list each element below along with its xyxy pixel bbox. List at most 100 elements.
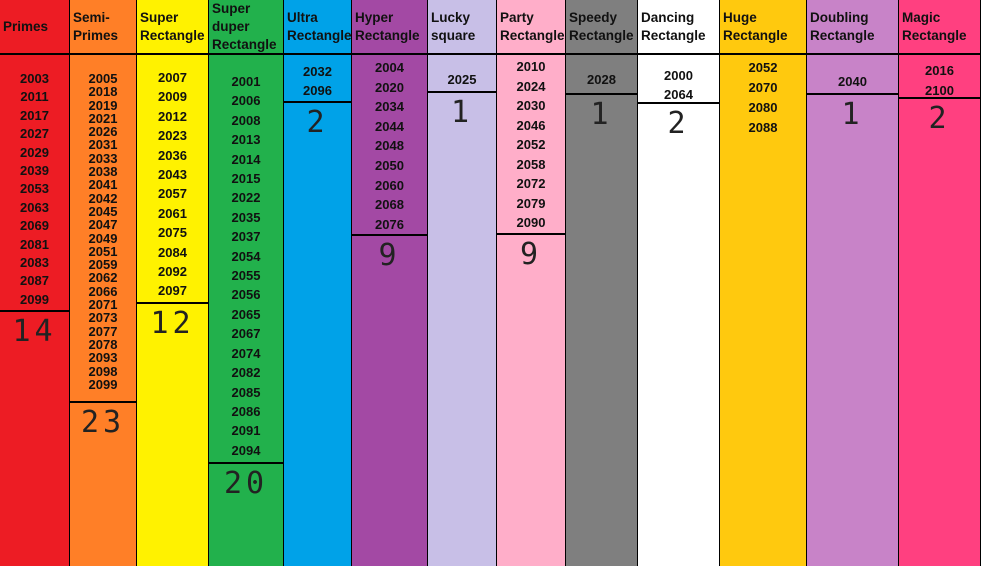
year-item: 2019: [88, 97, 118, 113]
year-item: 2028: [587, 72, 616, 87]
year-item: 2092: [158, 264, 187, 280]
divider: [352, 234, 427, 236]
year-item: 2022: [231, 190, 261, 206]
year-item: 2097: [158, 283, 187, 299]
year-list: 2010 2024 2030 2046 2052 2058 2072 2079 2090: [497, 57, 565, 233]
year-item: 2038: [88, 164, 118, 180]
divider: [0, 310, 69, 312]
year-item: 2061: [158, 205, 187, 221]
divider: [428, 91, 496, 93]
year-item: 2072: [516, 176, 546, 191]
column-hyper-rectangle: Hyper Rectangle 2004 2020 2034 2044 2048 2050 2…: [352, 0, 428, 566]
year-item: 2073: [88, 310, 118, 326]
year-item: 2016: [925, 63, 954, 78]
column-doubling-rectangle: Doubling Rectangle 2040 1: [807, 0, 899, 566]
year-item: 2071: [88, 297, 118, 313]
year-count: 9: [378, 238, 401, 273]
year-item: 2049: [88, 230, 118, 246]
year-item: 2096: [303, 83, 332, 98]
year-item: 2064: [664, 87, 693, 102]
year-item: 2079: [516, 195, 546, 211]
year-item: 2045: [88, 203, 118, 219]
column-speedy-rectangle: Speedy Rectangle 2028 1: [566, 0, 638, 566]
year-item: 2078: [88, 336, 118, 352]
column-lucky-square: Lucky square 2025 1: [428, 0, 497, 566]
year-item: 2077: [88, 323, 118, 339]
year-item: 2005: [88, 71, 118, 86]
year-item: 2080: [748, 100, 778, 115]
year-item: 2065: [231, 306, 261, 322]
divider: [209, 462, 283, 464]
year-item: 2020: [375, 79, 404, 95]
year-item: 2034: [375, 99, 404, 115]
year-item: 2006: [231, 93, 261, 109]
year-item: 2100: [925, 82, 954, 98]
year-item: 2069: [20, 218, 49, 234]
year-count: 1: [841, 97, 864, 132]
year-list: 2040: [807, 72, 898, 91]
column-header: Primes: [0, 0, 69, 55]
year-item: 2076: [375, 216, 404, 232]
year-count: 23: [80, 405, 126, 440]
year-item: 2081: [20, 236, 49, 252]
year-item: 2059: [88, 257, 118, 273]
year-item: 2093: [88, 350, 118, 366]
divider: [899, 97, 980, 99]
year-item: 2090: [516, 215, 546, 230]
year-item: 2027: [20, 126, 49, 142]
year-item: 2066: [88, 283, 118, 299]
year-item: 2062: [88, 270, 118, 286]
year-item: 2030: [516, 98, 546, 113]
year-list: 2001 2006 2008 2013 2014 2015 2022 2035 2037 2054…: [209, 72, 283, 460]
year-item: 2051: [88, 243, 118, 259]
year-list: 2052 2070 2080 2088: [720, 58, 806, 138]
divider: [566, 93, 637, 95]
year-item: 2012: [158, 108, 187, 124]
column-header: Super Rectangle: [137, 0, 208, 55]
year-list: 2025: [428, 70, 496, 89]
year-item: 2063: [20, 199, 49, 215]
year-list: 2028: [566, 70, 637, 89]
divider: [497, 233, 565, 235]
year-item: 2046: [516, 117, 546, 133]
column-header: Dancing Rectangle: [638, 0, 719, 55]
year-item: 2008: [231, 112, 261, 128]
year-item: 2039: [20, 163, 49, 179]
year-item: 2010: [516, 59, 546, 74]
column-header: Semi-Primes: [70, 0, 136, 55]
column-magic-rectangle: Magic Rectangle 2016 2100 2: [899, 0, 981, 566]
year-item: 2001: [231, 74, 261, 89]
year-item: 2057: [158, 186, 187, 202]
column-header: Huge Rectangle: [720, 0, 806, 55]
year-item: 2017: [20, 107, 49, 123]
year-item: 2000: [664, 68, 693, 83]
year-item: 2053: [20, 181, 49, 197]
year-item: 2011: [20, 89, 49, 105]
year-count: 20: [223, 466, 269, 501]
year-item: 2054: [231, 248, 261, 264]
year-item: 2033: [88, 150, 118, 166]
divider: [284, 101, 351, 103]
column-semi-primes: Semi-Primes 2005 2018 2019 2021 2026 2031 2033 2…: [70, 0, 137, 566]
year-item: 2018: [88, 84, 118, 100]
year-list: 2007 2009 2012 2023 2036 2043 2057 2061 2075 2084…: [137, 68, 208, 301]
year-item: 2085: [231, 384, 261, 400]
column-header: Ultra Rectangle: [284, 0, 352, 55]
year-count: 14: [12, 314, 57, 349]
year-item: 2099: [88, 376, 118, 392]
year-item: 2086: [231, 403, 261, 419]
year-item: 2023: [158, 128, 187, 144]
year-list: 2005 2018 2019 2021 2026 2031 2033 2038 2041 2042…: [70, 72, 136, 391]
year-item: 2015: [231, 171, 261, 187]
year-count: 12: [150, 306, 195, 341]
divider: [70, 401, 136, 403]
year-item: 2025: [447, 72, 477, 87]
year-item: 2014: [231, 151, 261, 167]
column-header: Speedy Rectangle: [566, 0, 637, 55]
column-header: Hyper Rectangle: [352, 0, 427, 55]
year-item: 2036: [158, 147, 187, 163]
year-list: 2016 2100: [899, 61, 980, 100]
year-item: 2052: [516, 137, 546, 152]
year-item: 2050: [375, 157, 404, 173]
year-count: 9: [519, 237, 543, 272]
